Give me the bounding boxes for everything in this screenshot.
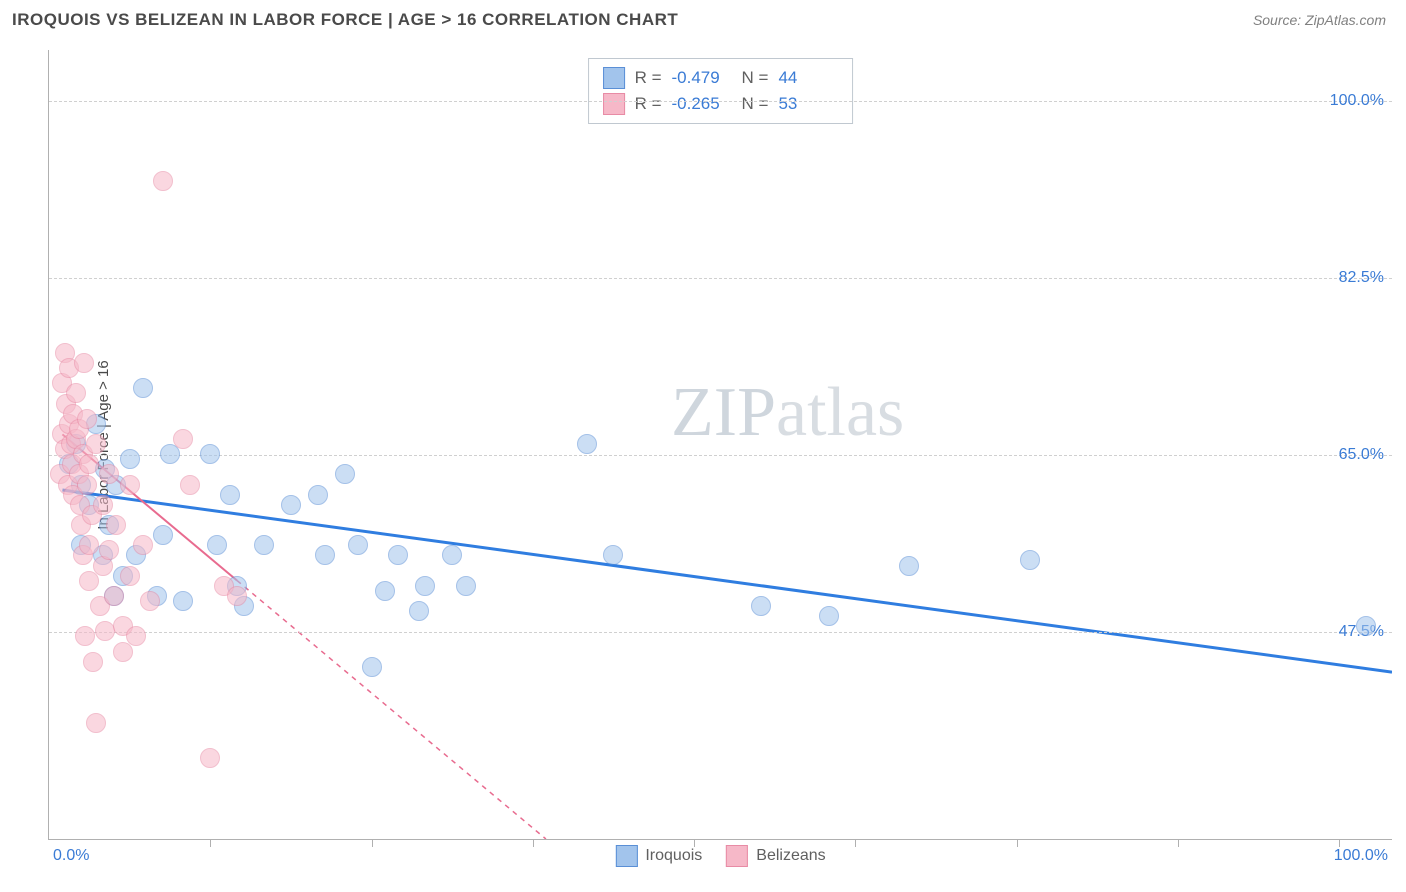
data-point-iroquois	[133, 378, 153, 398]
data-point-belizeans	[99, 464, 119, 484]
data-point-belizeans	[83, 652, 103, 672]
watermark-zip: ZIP	[671, 374, 776, 451]
data-point-belizeans	[153, 171, 173, 191]
data-point-belizeans	[173, 429, 193, 449]
data-point-belizeans	[74, 353, 94, 373]
data-point-belizeans	[79, 454, 99, 474]
data-point-iroquois	[1356, 616, 1376, 636]
y-tick-label: 82.5%	[1339, 269, 1384, 287]
correlation-chart: In Labor Force | Age > 16 ZIPatlas R = -…	[48, 50, 1392, 840]
data-point-iroquois	[1020, 550, 1040, 570]
data-point-iroquois	[200, 444, 220, 464]
data-point-belizeans	[75, 626, 95, 646]
y-tick-label: 100.0%	[1330, 92, 1384, 110]
legend-label-belizeans: Belizeans	[756, 847, 825, 865]
stats-legend: R = -0.479 N = 44 R = -0.265 N = 53	[588, 58, 854, 124]
data-point-belizeans	[66, 383, 86, 403]
data-point-iroquois	[308, 485, 328, 505]
stats-row-belizeans: R = -0.265 N = 53	[603, 91, 839, 117]
x-tick	[372, 839, 373, 847]
data-point-iroquois	[409, 601, 429, 621]
data-point-iroquois	[207, 535, 227, 555]
data-point-iroquois	[388, 545, 408, 565]
data-point-belizeans	[140, 591, 160, 611]
x-tick	[1339, 839, 1340, 847]
data-point-belizeans	[200, 748, 220, 768]
chart-title: IROQUOIS VS BELIZEAN IN LABOR FORCE | AG…	[12, 10, 678, 30]
data-point-iroquois	[456, 576, 476, 596]
data-point-belizeans	[126, 626, 146, 646]
data-point-iroquois	[577, 434, 597, 454]
data-point-belizeans	[77, 475, 97, 495]
legend-swatch-belizeans	[726, 845, 748, 867]
data-point-iroquois	[899, 556, 919, 576]
stats-r-label: R =	[635, 68, 662, 88]
data-point-belizeans	[93, 495, 113, 515]
stats-r-label: R =	[635, 94, 662, 114]
data-point-iroquois	[220, 485, 240, 505]
data-point-belizeans	[133, 535, 153, 555]
x-tick	[533, 839, 534, 847]
swatch-iroquois	[603, 67, 625, 89]
grid-line	[49, 278, 1392, 279]
data-point-belizeans	[77, 409, 97, 429]
chart-header: IROQUOIS VS BELIZEAN IN LABOR FORCE | AG…	[0, 0, 1406, 40]
stats-n-label: N =	[742, 94, 769, 114]
legend-item-belizeans: Belizeans	[726, 845, 825, 867]
stats-n-value-belizeans: 53	[778, 94, 838, 114]
data-point-iroquois	[281, 495, 301, 515]
data-point-iroquois	[173, 591, 193, 611]
legend-item-iroquois: Iroquois	[615, 845, 702, 867]
data-point-iroquois	[442, 545, 462, 565]
swatch-belizeans	[603, 93, 625, 115]
data-point-belizeans	[86, 434, 106, 454]
data-point-belizeans	[79, 535, 99, 555]
trend-lines	[49, 50, 1392, 839]
stats-n-value-iroquois: 44	[778, 68, 838, 88]
x-tick	[694, 839, 695, 847]
data-point-iroquois	[375, 581, 395, 601]
watermark: ZIPatlas	[671, 373, 904, 453]
data-point-iroquois	[415, 576, 435, 596]
series-legend: Iroquois Belizeans	[615, 845, 825, 867]
legend-label-iroquois: Iroquois	[645, 847, 702, 865]
stats-n-label: N =	[742, 68, 769, 88]
grid-line	[49, 632, 1392, 633]
data-point-belizeans	[180, 475, 200, 495]
x-tick	[210, 839, 211, 847]
data-point-belizeans	[120, 566, 140, 586]
grid-line	[49, 101, 1392, 102]
data-point-belizeans	[104, 586, 124, 606]
watermark-atlas: atlas	[776, 374, 904, 451]
data-point-iroquois	[335, 464, 355, 484]
legend-swatch-iroquois	[615, 845, 637, 867]
x-tick	[1017, 839, 1018, 847]
stats-row-iroquois: R = -0.479 N = 44	[603, 65, 839, 91]
x-tick	[855, 839, 856, 847]
data-point-belizeans	[86, 713, 106, 733]
x-axis-max-label: 100.0%	[1334, 847, 1388, 865]
data-point-belizeans	[106, 515, 126, 535]
data-point-iroquois	[819, 606, 839, 626]
stats-r-value-belizeans: -0.265	[672, 94, 732, 114]
data-point-iroquois	[315, 545, 335, 565]
grid-line	[49, 455, 1392, 456]
data-point-iroquois	[120, 449, 140, 469]
data-point-belizeans	[227, 586, 247, 606]
chart-source: Source: ZipAtlas.com	[1253, 12, 1386, 28]
data-point-belizeans	[120, 475, 140, 495]
data-point-iroquois	[362, 657, 382, 677]
x-axis-min-label: 0.0%	[53, 847, 89, 865]
data-point-iroquois	[751, 596, 771, 616]
x-tick	[1178, 839, 1179, 847]
stats-r-value-iroquois: -0.479	[672, 68, 732, 88]
data-point-iroquois	[348, 535, 368, 555]
data-point-belizeans	[99, 540, 119, 560]
y-tick-label: 65.0%	[1339, 446, 1384, 464]
data-point-iroquois	[153, 525, 173, 545]
data-point-iroquois	[603, 545, 623, 565]
data-point-iroquois	[254, 535, 274, 555]
